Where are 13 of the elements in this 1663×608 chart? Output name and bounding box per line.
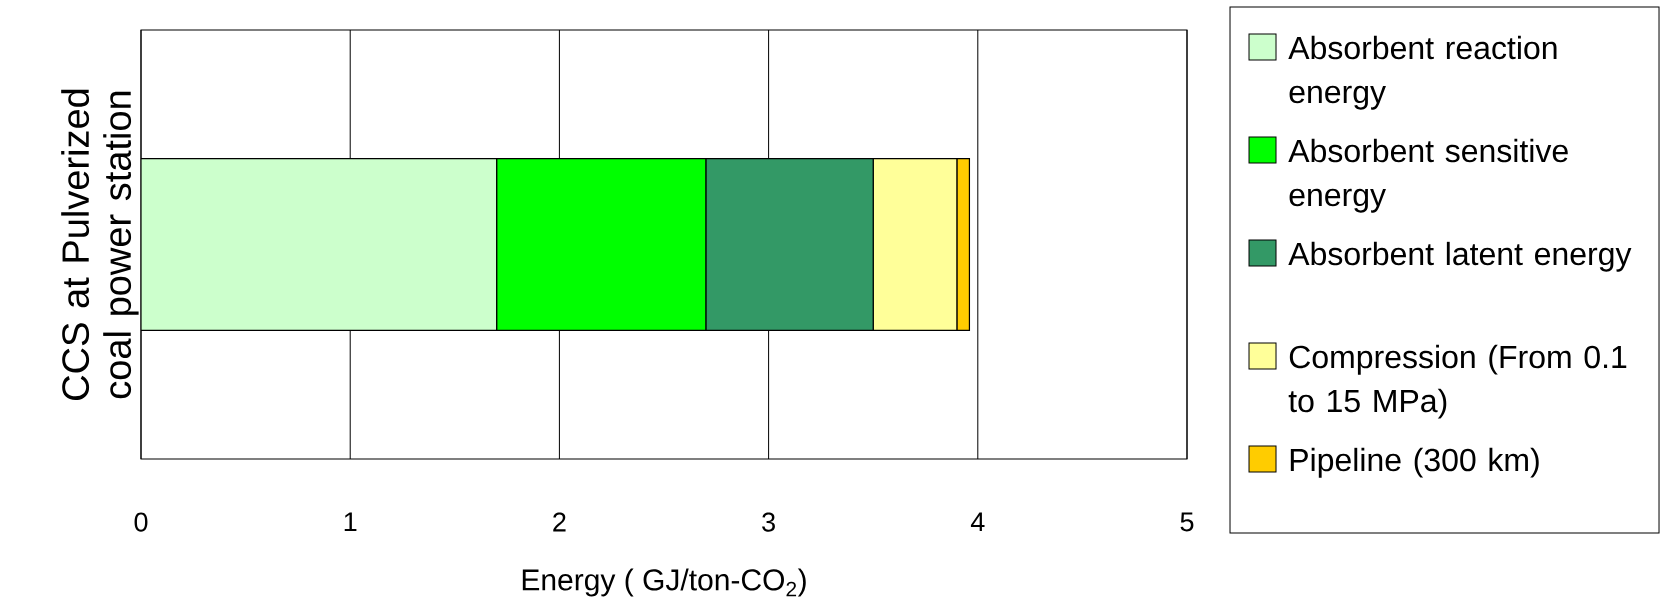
legend-label: Absorbent reaction energy — [1288, 35, 1557, 110]
y-axis-title: CCS at Pulverized coal power station — [61, 89, 139, 400]
x-tick-label: 5 — [1180, 512, 1194, 532]
legend-label: Absorbent latent energy — [1288, 241, 1632, 272]
x-tick-label: 4 — [970, 512, 985, 532]
legend-label: Compression (From 0.1 to 15 MPa) — [1288, 344, 1627, 419]
legend-label: Absorbent sensitive energy — [1288, 138, 1568, 213]
x-tick-label: 1 — [344, 512, 357, 532]
legend-label: Pipeline (300 km) — [1290, 447, 1539, 478]
x-tick-label: 3 — [762, 512, 775, 532]
x-tick-label: 2 — [553, 512, 566, 532]
x-tick-label: 0 — [134, 512, 148, 532]
x-axis-title: Energy ( GJ/ton-CO$_{2}$) — [522, 568, 806, 597]
